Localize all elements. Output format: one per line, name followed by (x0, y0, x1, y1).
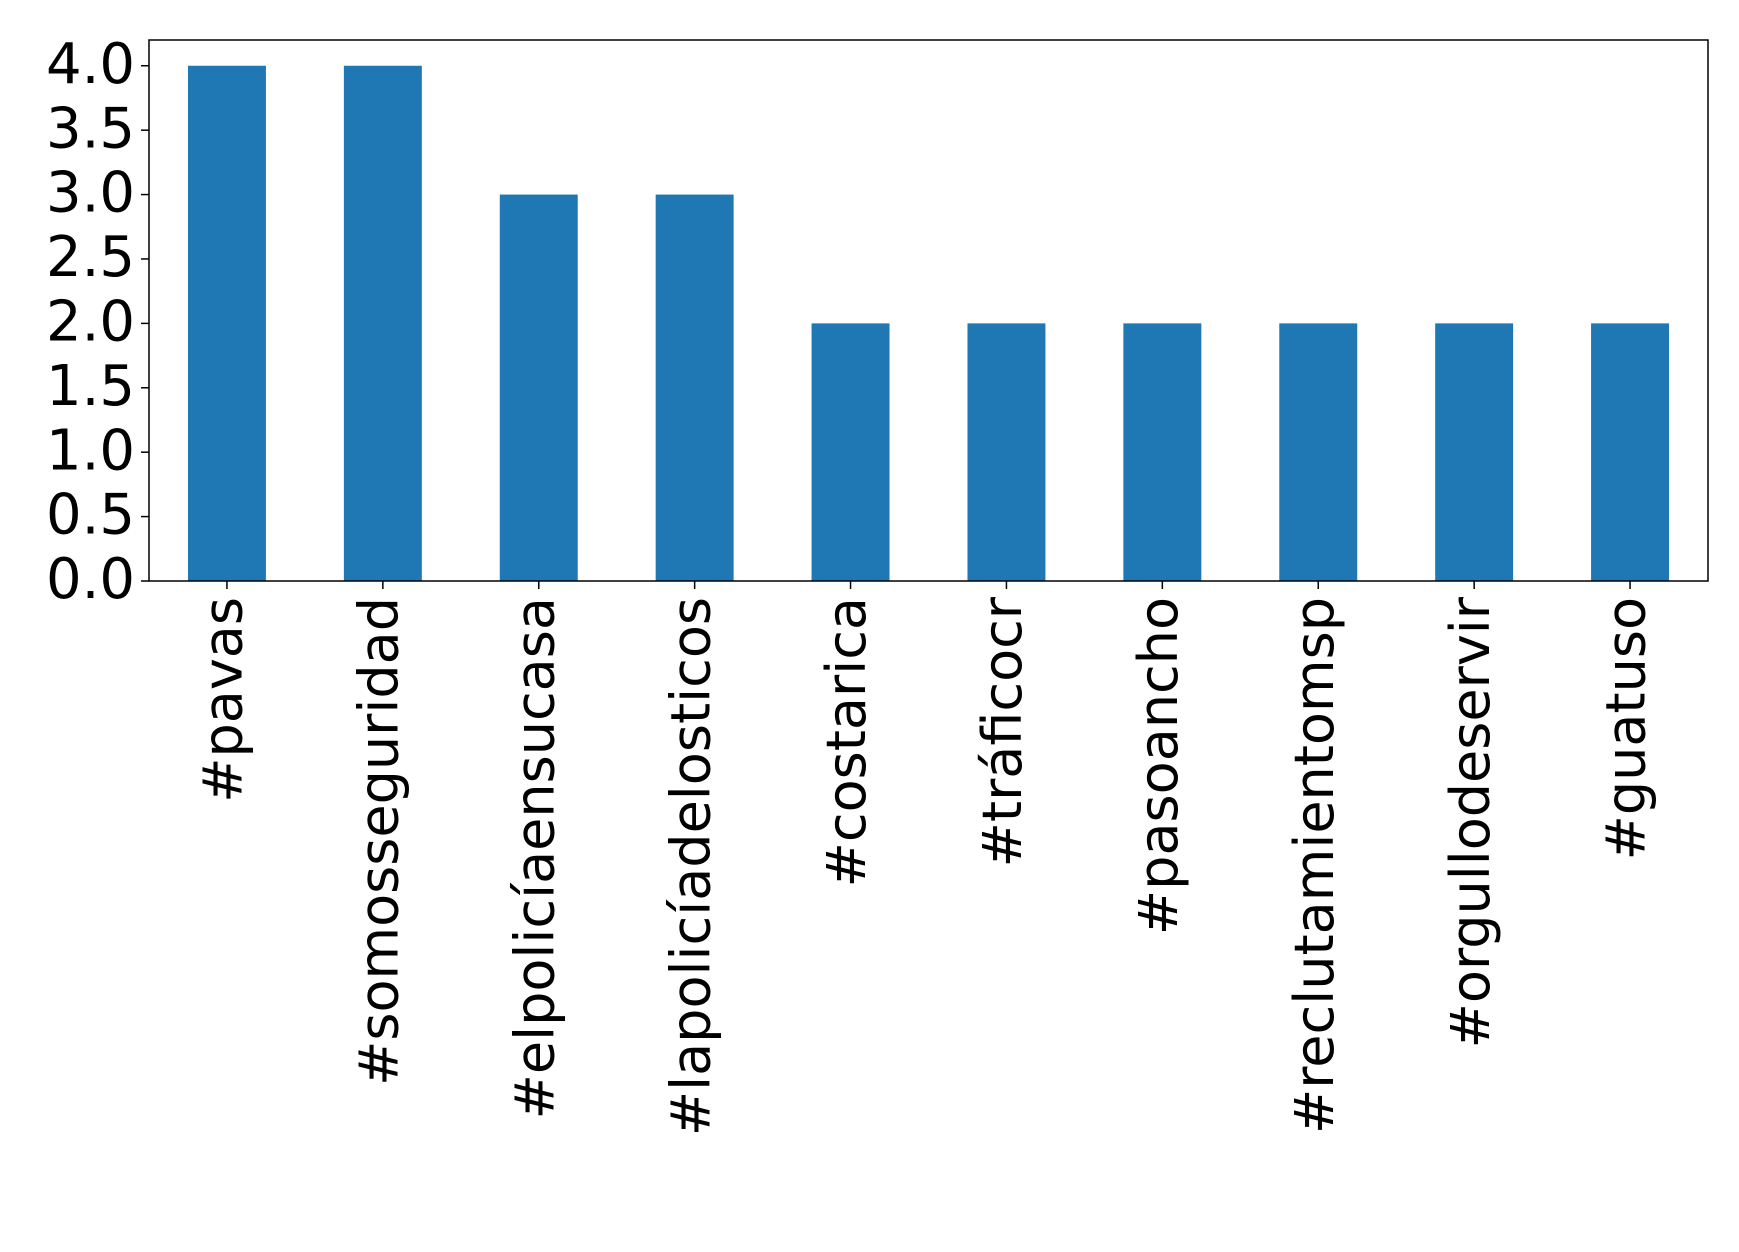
x-tick-label: #elpolicíaensucasa (503, 597, 566, 1119)
y-tick-label: 2.5 (46, 225, 135, 290)
bar (811, 323, 890, 581)
x-tick-label: #lapolicíadelosticos (659, 597, 722, 1136)
bar (343, 65, 422, 581)
bar (655, 194, 734, 582)
bar (1123, 323, 1202, 581)
x-tick-label: #costarica (815, 597, 878, 887)
y-tick-label: 4.0 (46, 32, 135, 97)
x-tick-label: #orgullodeservir (1439, 596, 1502, 1048)
x-tick-label: #guatuso (1595, 597, 1658, 860)
y-tick-label: 0.5 (46, 483, 135, 548)
plot-frame (148, 39, 1709, 582)
bar (1435, 323, 1514, 581)
x-tick-label: #pasoancho (1127, 597, 1190, 935)
bar (1279, 323, 1358, 581)
bar (187, 65, 266, 581)
x-tick-label: #reclutamientomsp (1283, 597, 1346, 1134)
bar (1591, 323, 1670, 581)
bar (499, 194, 578, 582)
y-tick-label: 1.5 (46, 354, 135, 419)
x-tick-label: #somosseguridad (347, 597, 410, 1086)
y-tick-label: 3.0 (46, 161, 135, 226)
y-tick-label: 3.5 (46, 96, 135, 161)
y-tick-label: 2.0 (46, 290, 135, 355)
x-tick-label: #tráficocr (971, 596, 1034, 867)
bar (967, 323, 1046, 581)
y-tick-label: 0.0 (46, 547, 135, 612)
x-tick-label: #pavas (192, 597, 255, 803)
y-tick-label: 1.0 (46, 418, 135, 483)
